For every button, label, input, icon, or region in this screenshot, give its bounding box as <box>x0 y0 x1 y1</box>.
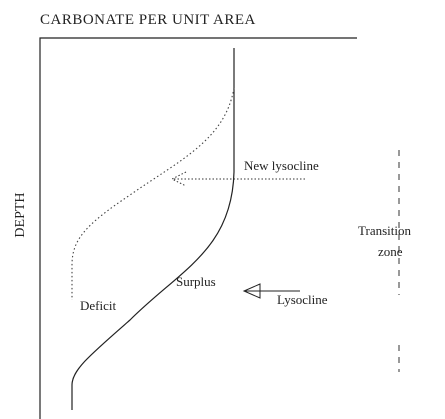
transition-label: Transition <box>358 223 411 238</box>
new-profile <box>71 87 235 300</box>
y-axis-label: DEPTH <box>13 192 28 237</box>
deficit-label: Deficit <box>80 298 116 313</box>
axes <box>39 37 357 419</box>
surplus-label: Surplus <box>176 274 216 289</box>
zone-label: zone <box>378 244 403 259</box>
initial-profile <box>71 48 235 410</box>
lysocline-arrow <box>242 283 300 299</box>
new-lysocline-label: New lysocline <box>244 158 319 173</box>
lysocline-label: Lysocline <box>277 292 328 307</box>
title: CARBONATE PER UNIT AREA <box>40 12 256 28</box>
new-lysocline-arrow <box>170 171 305 187</box>
